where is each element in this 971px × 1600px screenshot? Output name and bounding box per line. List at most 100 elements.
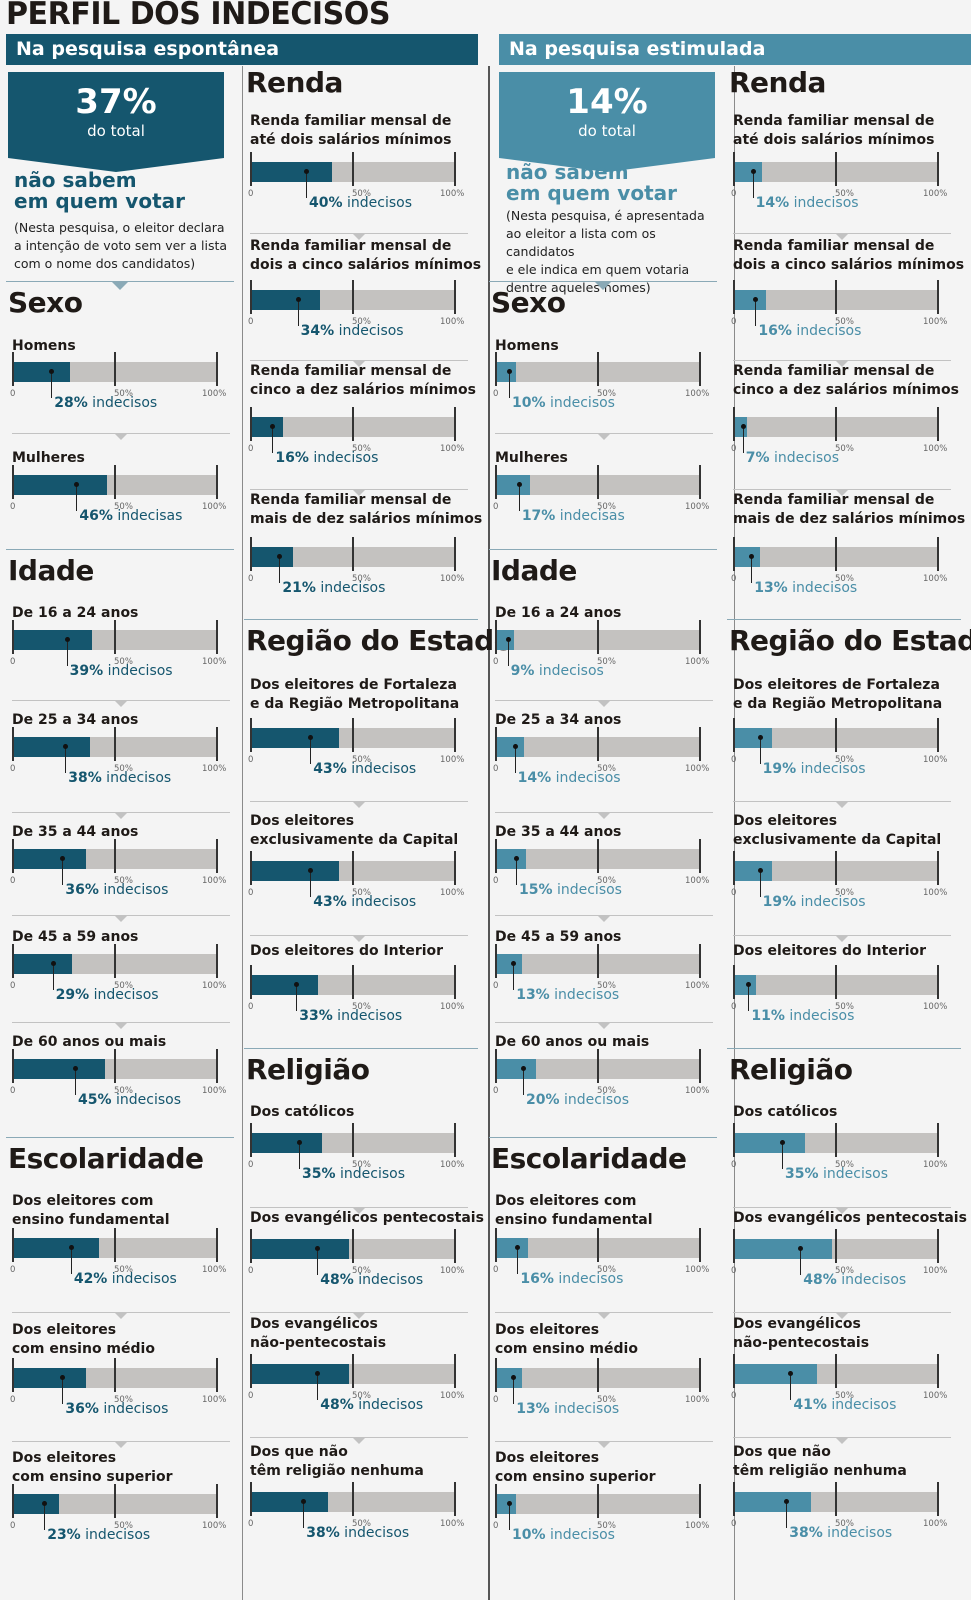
axis-tick — [250, 1354, 252, 1388]
axis-tick-label: 50% — [597, 1086, 616, 1096]
bar-label-line: Renda familiar mensal de — [733, 492, 935, 508]
axis-tick-label: 0 — [10, 876, 16, 886]
axis-tick — [250, 1482, 252, 1516]
bar-spontaneous-idade-2: 0 50% 100% 38% indecisos — [10, 727, 248, 786]
axis-tick-label: 0 — [10, 502, 16, 512]
axis-tick-label: 50% — [835, 1266, 854, 1276]
value-marker — [42, 1501, 48, 1530]
axis-tick — [250, 1123, 252, 1157]
axis-tick — [495, 1049, 497, 1083]
section-title-idade: Idade — [491, 554, 577, 587]
bar-label-line: Renda familiar mensal de — [250, 238, 452, 254]
value-marker-dot — [507, 369, 512, 374]
bar-stimulated-idade-4: 0 50% 100% 13% indecisos — [493, 944, 731, 1003]
item-separator — [733, 1207, 951, 1214]
bar-value: 16% indecisos — [275, 450, 378, 466]
axis-tick — [733, 280, 735, 314]
section-title-regiao-do-estado: Região do Estado — [246, 624, 513, 657]
axis-tick — [733, 1229, 735, 1263]
bar-value-number: 15% — [519, 882, 553, 898]
item-separator-notch — [352, 233, 366, 240]
value-marker-dot — [750, 169, 756, 174]
bar-stimulated-idade-5: 0 50% 100% 20% indecisos — [493, 1049, 731, 1108]
bar-value-number: 42% — [73, 1271, 108, 1287]
section-title-regiao-do-estado: Região do Estado — [729, 624, 971, 657]
axis-tick-label: 0 — [10, 981, 16, 991]
bar-value-suffix: indecisos — [107, 1271, 177, 1287]
axis-tick — [12, 1049, 14, 1083]
bar-fill — [733, 1133, 806, 1153]
bar-label-line: com ensino superior — [495, 1469, 656, 1485]
value-marker-dot — [68, 1245, 74, 1250]
axis-tick — [454, 965, 456, 999]
axis-tick-label: 50% — [114, 1265, 133, 1275]
bar-value-suffix: indecisos — [836, 1272, 907, 1288]
bar-value: 35% indecisos — [302, 1166, 405, 1182]
axis-tick-label: 0 — [731, 888, 737, 898]
value-marker — [750, 169, 756, 198]
bar-label: Dos eleitores do Interior — [733, 942, 926, 961]
bar-stimulated-renda-4: 0 50% 100% 13% indecisos — [731, 537, 969, 596]
value-marker-dot — [511, 961, 517, 966]
intro-note-line: com o nome dos candidatos) — [14, 256, 196, 271]
bar-label: Dos evangélicos não-pentecostais — [733, 1315, 869, 1353]
bar-value-number: 38% — [68, 770, 102, 786]
bar-value: 36% indecisos — [65, 1401, 168, 1417]
value-marker-dot — [521, 1066, 527, 1071]
axis-tick-label: 0 — [731, 1266, 737, 1276]
item-separator — [733, 1312, 951, 1319]
bar-label-line: Mulheres — [12, 450, 85, 466]
bar-fill — [12, 475, 107, 495]
bar-value: 17% indecisas — [522, 508, 625, 524]
bar-value: 10% indecisos — [512, 395, 615, 411]
bar-label-line: Renda familiar mensal de — [733, 113, 935, 129]
value-marker — [512, 744, 518, 773]
bar-fill — [733, 728, 773, 748]
bar-value-number: 17% — [521, 508, 556, 524]
axis-tick-label: 100% — [440, 574, 465, 584]
bar-fill — [250, 861, 339, 881]
axis-tick-label: 0 — [10, 764, 16, 774]
bar-stimulated-escolaridade-2: 0 50% 100% 13% indecisos — [493, 1358, 731, 1417]
axis-tick — [12, 727, 14, 761]
bar-value-suffix: indecisos — [334, 323, 404, 339]
axis-tick-label: 50% — [114, 981, 133, 991]
axis-tick-label: 100% — [440, 444, 465, 454]
bar-value-number: 29% — [55, 987, 90, 1003]
bar-value-number: 40% — [309, 195, 343, 211]
bar-value-suffix: indecisas — [555, 508, 625, 524]
section-title-sexo: Sexo — [8, 286, 83, 319]
axis-tick-label: 100% — [923, 1002, 948, 1012]
bar-label-line: De 25 a 34 anos — [495, 712, 622, 728]
axis-tick — [597, 1049, 599, 1083]
intro-heading-spontaneous: não sabem em quem votar — [14, 170, 185, 212]
bar-value-suffix: indecisos — [784, 1008, 855, 1024]
axis-tick — [699, 1358, 701, 1392]
value-marker — [73, 1066, 79, 1095]
axis-tick — [454, 718, 456, 752]
bar-spontaneous-regiao-do-estado-3: 0 50% 100% 33% indecisos — [248, 965, 486, 1024]
value-marker-dot — [297, 1140, 303, 1145]
bar-spontaneous-renda-2: 0 50% 100% 34% indecisos — [248, 280, 486, 339]
axis-tick — [454, 280, 456, 314]
section-divider — [244, 1048, 478, 1049]
axis-tick — [114, 944, 116, 978]
bar-spontaneous-sexo-2: 0 50% 100% 46% indecisas — [10, 465, 248, 524]
bar-value-number: 11% — [751, 1008, 785, 1024]
bar-label-line: não-pentecostais — [733, 1335, 870, 1351]
bar-label: Dos eleitores de Fortaleza e da Região Me… — [733, 676, 942, 714]
intro-heading-stimulated: não sabem em quem votar — [506, 162, 677, 204]
bar-value-number: 21% — [282, 580, 316, 596]
value-marker-dot — [304, 169, 310, 174]
axis-tick — [352, 537, 354, 571]
axis-tick — [250, 1229, 252, 1263]
bar-value-number: 33% — [299, 1008, 333, 1024]
axis-tick — [114, 1049, 116, 1083]
item-separator — [733, 233, 951, 240]
item-separator — [733, 935, 951, 942]
bar-value-suffix: indecisos — [549, 1401, 620, 1417]
axis-tick-label: 50% — [835, 1391, 854, 1401]
item-separator — [250, 233, 468, 240]
axis-tick — [12, 352, 14, 386]
